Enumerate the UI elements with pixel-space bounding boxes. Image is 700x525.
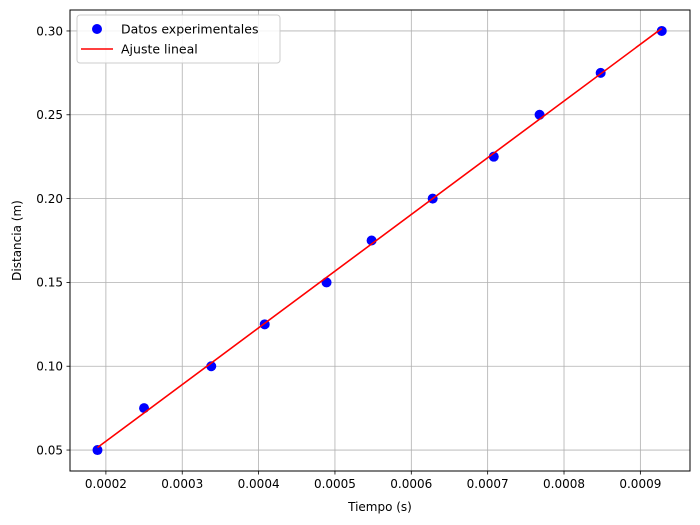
grid xyxy=(70,10,690,471)
data-point xyxy=(321,277,332,288)
data-point xyxy=(656,25,667,36)
y-tick-label: 0.30 xyxy=(36,24,63,38)
y-tick-label: 0.20 xyxy=(36,192,63,206)
x-tick-label: 0.0005 xyxy=(314,477,356,491)
x-axis: 0.0002 0.0003 0.0004 0.0005 0.0006 0.0007 0.00… xyxy=(85,471,661,491)
x-axis-label: Tiempo (s) xyxy=(347,500,412,514)
legend-frame xyxy=(76,14,281,64)
x-tick-label: 0.0003 xyxy=(161,477,203,491)
series-layer xyxy=(92,25,667,456)
legend: Datos experimentales Ajuste lineal xyxy=(76,14,281,64)
y-tick-label: 0.25 xyxy=(36,108,63,122)
y-axis: 0.05 0.10 0.15 0.20 0.25 0.30 xyxy=(36,24,70,457)
legend-label-datos: Datos experimentales xyxy=(121,22,258,37)
data-point xyxy=(92,445,103,456)
x-tick-label: 0.0004 xyxy=(238,477,280,491)
fit-line xyxy=(97,27,663,449)
data-point xyxy=(206,361,217,372)
data-point xyxy=(139,403,150,414)
x-tick-label: 0.0009 xyxy=(619,477,661,491)
y-tick-label: 0.15 xyxy=(36,276,63,290)
x-tick-label: 0.0006 xyxy=(390,477,432,491)
x-tick-label: 0.0002 xyxy=(85,477,127,491)
y-axis-label: Distancia (m) xyxy=(10,200,24,281)
legend-marker-datos xyxy=(92,24,102,34)
x-tick-label: 0.0007 xyxy=(467,477,509,491)
legend-label-ajuste: Ajuste lineal xyxy=(121,42,198,57)
y-tick-label: 0.05 xyxy=(36,443,63,457)
y-tick-label: 0.10 xyxy=(36,360,63,374)
plot-area xyxy=(69,9,691,472)
x-tick-label: 0.0008 xyxy=(543,477,585,491)
